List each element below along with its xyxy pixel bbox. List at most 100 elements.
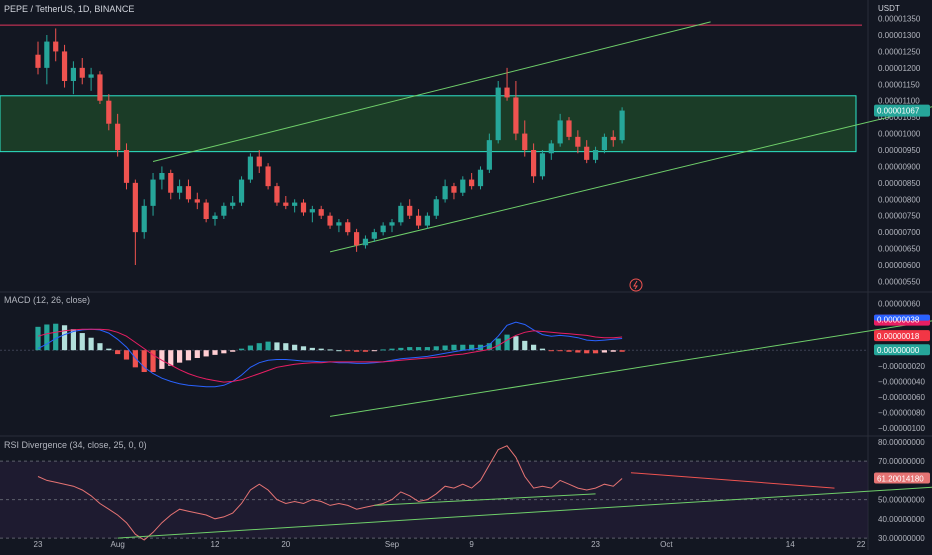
candle-body — [185, 186, 192, 200]
rsi-value-label: 61.20014180 — [877, 474, 924, 483]
candle-body — [424, 215, 430, 226]
macd-value-badge — [874, 314, 930, 321]
candle-body — [212, 215, 218, 219]
candle-body — [115, 123, 121, 150]
x-tick-label: 14 — [786, 540, 795, 549]
candle-body — [230, 202, 236, 206]
macd-tick-label: −0.00000060 — [878, 393, 925, 402]
rsi-divergence-line — [630, 472, 835, 489]
macd-histogram-bar — [469, 344, 475, 351]
macd-histogram-bar — [53, 323, 59, 351]
candle-body — [619, 110, 625, 141]
rsi-tick-label: 40.00000000 — [878, 515, 925, 524]
macd-histogram-bar — [168, 350, 174, 366]
last-price-label: 0.00001067 — [877, 107, 920, 116]
symbol-title[interactable]: PEPE / TetherUS, 1D, BINANCE — [4, 4, 135, 14]
macd-histogram-bar — [354, 350, 360, 352]
macd-histogram-bar — [380, 349, 386, 351]
candle-body — [53, 41, 59, 52]
signal-line — [37, 328, 623, 383]
candle-body — [371, 232, 377, 239]
macd-histogram-bar — [221, 350, 227, 354]
candle-body — [141, 205, 147, 233]
macd-histogram-bar — [115, 350, 121, 355]
candle-body — [460, 179, 466, 193]
macd-histogram-bar — [88, 337, 94, 351]
candle-body — [495, 87, 501, 141]
x-tick-label: 22 — [857, 540, 866, 549]
macd-histogram-bar — [194, 350, 200, 358]
macd-histogram-bar — [513, 336, 519, 351]
macd-title[interactable]: MACD (12, 26, close) — [4, 295, 91, 305]
macd-histogram-bar — [592, 350, 599, 354]
macd-histogram-bar — [177, 350, 183, 363]
candle-body — [610, 136, 616, 141]
macd-histogram-bar — [371, 350, 377, 352]
macd-histogram-bar — [548, 350, 554, 352]
candle-body — [557, 120, 563, 144]
alert-icon — [629, 278, 643, 292]
macd-histogram-bar — [300, 346, 307, 351]
macd-histogram-bar — [159, 350, 165, 369]
price-tick-label: 0.00001250 — [878, 47, 921, 56]
candle-body — [345, 222, 351, 233]
rsi-tick-label: 30.00000000 — [878, 534, 925, 543]
macd-histogram-bar — [486, 343, 492, 351]
price-tick-label: 0.00001050 — [878, 113, 921, 122]
candle-body — [97, 74, 103, 101]
macd-histogram-bar — [141, 350, 147, 373]
macd-tick-label: −0.00000080 — [878, 409, 925, 418]
x-tick-label: 20 — [281, 540, 290, 549]
candle-body — [35, 54, 41, 68]
candle-body — [513, 97, 519, 134]
x-tick-label: 23 — [591, 540, 600, 549]
macd-histogram-bar — [433, 346, 439, 351]
zero-value-label: 0.00000000 — [877, 346, 920, 355]
macd-histogram-bar — [44, 324, 50, 351]
macd-histogram-bar — [601, 350, 607, 353]
candle-body — [238, 179, 245, 203]
macd-histogram-bar — [292, 344, 298, 351]
candle-body — [203, 202, 209, 219]
channel-upper-line — [152, 21, 711, 162]
price-tick-label: 0.00001350 — [878, 15, 921, 24]
macd-histogram-bar — [150, 350, 156, 373]
x-tick-label: 12 — [211, 540, 220, 549]
price-tick-label: 0.00001200 — [878, 64, 921, 73]
macd-histogram-bar — [70, 329, 76, 351]
candle-body — [106, 100, 112, 124]
candle-body — [539, 153, 546, 177]
candle-body — [407, 205, 413, 216]
macd-histogram-bar — [35, 326, 41, 351]
macd-histogram-bar — [309, 347, 315, 351]
macd-histogram-bar — [256, 343, 262, 351]
candle-body — [44, 41, 50, 68]
macd-histogram-bar — [79, 333, 85, 351]
price-tick-label: 0.00001100 — [878, 97, 920, 106]
macd-histogram-bar — [389, 348, 395, 351]
price-tick-label: 0.00000800 — [878, 195, 921, 204]
candle-body — [442, 186, 448, 200]
macd-histogram-bar — [362, 350, 369, 352]
macd-tick-label: −0.00000020 — [878, 362, 925, 371]
price-axis-title: USDT — [878, 4, 900, 13]
candle-body — [221, 205, 227, 216]
macd-trend-line — [329, 320, 932, 417]
candle-body — [486, 140, 492, 170]
macd-histogram-bar — [274, 342, 280, 351]
candle-body — [469, 179, 475, 187]
rsi-tick-label: 50.00000000 — [878, 496, 925, 505]
rsi-title[interactable]: RSI Divergence (34, close, 25, 0, 0) — [4, 440, 147, 450]
candle-body — [601, 136, 607, 150]
candle-body — [168, 173, 174, 193]
macd-histogram-bar — [584, 350, 590, 354]
candle-body — [79, 67, 85, 78]
last-price-badge — [874, 104, 930, 117]
rsi-tick-label: 80.00000000 — [878, 438, 925, 447]
candle-body — [592, 150, 599, 160]
price-tick-label: 0.00001000 — [878, 130, 921, 139]
macd-histogram-bar — [575, 350, 581, 353]
candle-body — [354, 232, 360, 246]
